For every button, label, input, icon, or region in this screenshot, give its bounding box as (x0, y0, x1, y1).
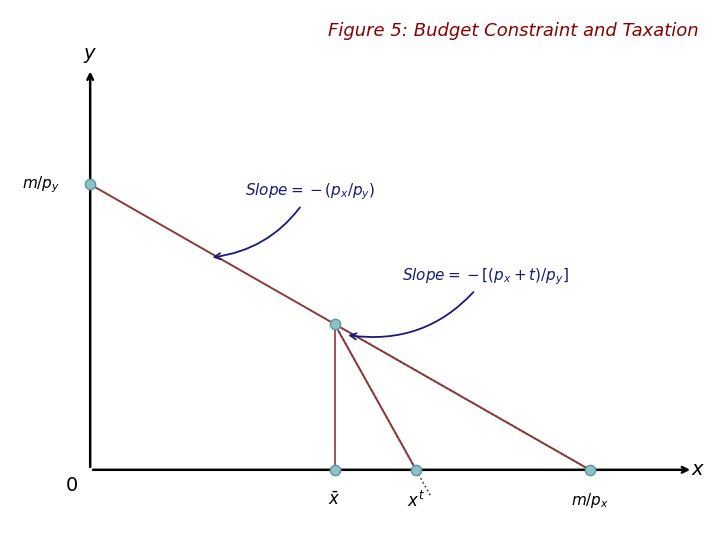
Text: $Slope = -[(p_x+t)/p_y]$: $Slope = -[(p_x+t)/p_y]$ (350, 267, 570, 339)
Point (329, 465, 341, 474)
Text: $x$: $x$ (691, 460, 706, 480)
Point (584, 465, 595, 474)
Text: $m/p_x$: $m/p_x$ (571, 491, 609, 510)
Text: $y$: $y$ (83, 46, 97, 65)
Text: $m/p_y$: $m/p_y$ (22, 174, 60, 195)
Text: $\bar{x}$: $\bar{x}$ (328, 491, 341, 509)
Point (329, 320, 341, 328)
Text: $x^t$: $x^t$ (407, 491, 425, 511)
Text: $0$: $0$ (65, 476, 78, 495)
Text: Figure 5: Budget Constraint and Taxation: Figure 5: Budget Constraint and Taxation (328, 22, 698, 39)
Point (84, 180, 96, 188)
Point (410, 465, 422, 474)
Text: $Slope = -(p_x/p_y)$: $Slope = -(p_x/p_y)$ (215, 182, 375, 259)
